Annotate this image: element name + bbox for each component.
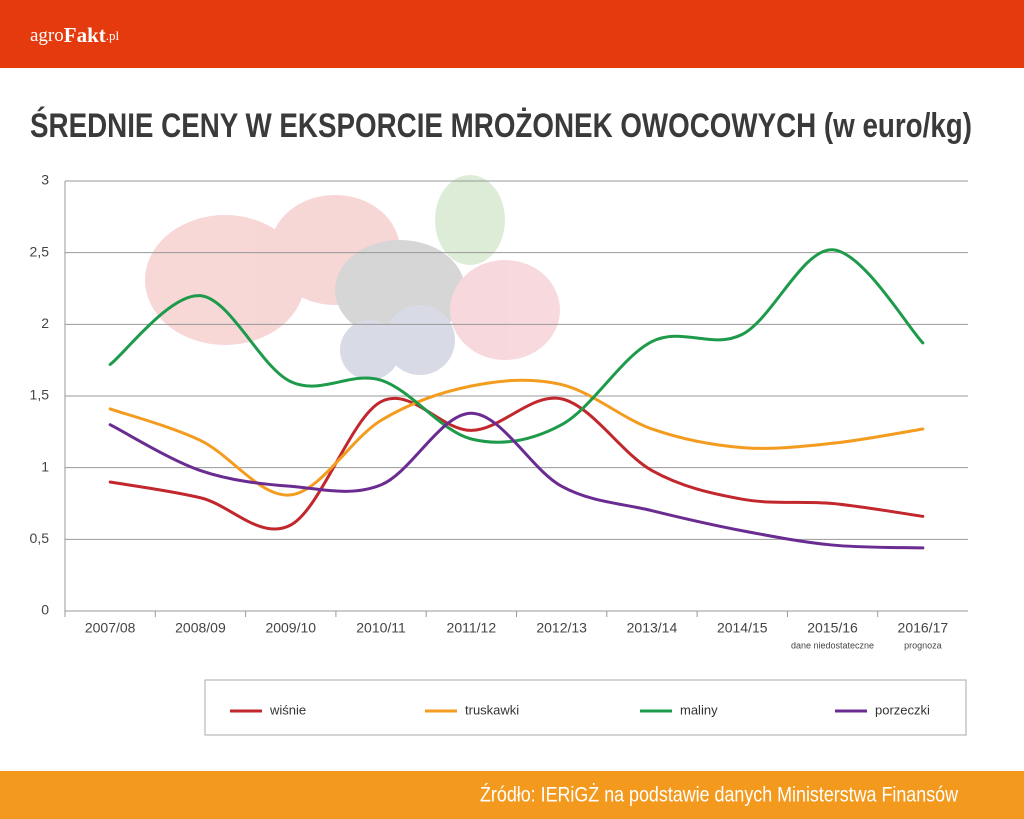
legend-label: truskawki: [465, 702, 519, 717]
logo: agroFakt.pl: [30, 23, 120, 47]
legend-label: wiśnie: [269, 702, 306, 717]
legend-box: [204, 679, 967, 736]
legend-label: porzeczki: [875, 702, 930, 717]
x-tick-label: 2015/16: [807, 620, 858, 636]
x-tick-label: 2008/09: [175, 620, 226, 636]
x-tick-label: 2007/08: [85, 620, 136, 636]
x-tick-label: 2012/13: [536, 620, 587, 636]
x-tick-label: 2009/10: [265, 620, 316, 636]
x-tick-label: 2011/12: [447, 620, 497, 636]
y-tick-label: 1,5: [30, 387, 50, 403]
logo-main: agro: [30, 25, 64, 46]
x-tick-note: dane niedostateczne: [791, 640, 874, 650]
y-tick-label: 0: [41, 602, 49, 618]
y-tick-label: 2: [41, 315, 49, 331]
series-line: [108, 396, 925, 531]
x-tick-label: 2013/14: [627, 620, 678, 636]
y-tick-label: 3: [41, 172, 49, 188]
series-line: [108, 411, 925, 550]
y-tick-label: 2,5: [30, 243, 50, 259]
x-tick-label: 2014/15: [717, 620, 768, 636]
y-tick-label: 0,5: [30, 530, 50, 546]
footer-bar: [0, 771, 1024, 819]
x-tick-label: 2016/17: [898, 620, 949, 636]
source: Źródło: IERiGŻ na podstawie danych Minis…: [480, 784, 959, 807]
y-tick-label: 1: [41, 458, 49, 474]
logo-suffix: .pl: [106, 28, 120, 43]
x-tick-note: prognoza: [904, 640, 942, 650]
series-line: [108, 378, 925, 497]
logo-bold: Fakt: [64, 23, 106, 47]
series-line: [108, 248, 925, 444]
header-bar: [0, 0, 1024, 68]
fruit-decoration: [145, 175, 560, 380]
x-tick-label: 2010/11: [356, 620, 406, 636]
legend-label: maliny: [680, 702, 718, 717]
chart-title: ŚREDNIE CENY W EKSPORCIE MROŻONEK OWOCOW…: [30, 107, 972, 145]
